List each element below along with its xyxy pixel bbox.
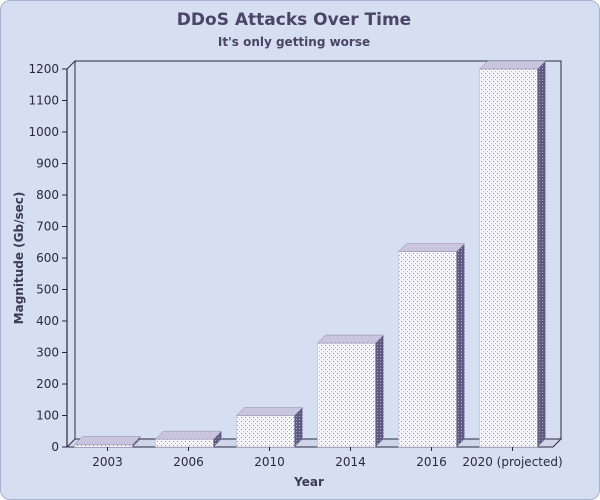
- x-tick-label: 2020 (projected): [462, 455, 562, 469]
- y-axis-depth-line: [66, 60, 76, 70]
- y-tick-label: 1100: [28, 94, 59, 108]
- x-tick-label: 2014: [335, 455, 366, 469]
- bar-top: [397, 243, 466, 252]
- bar-side: [294, 407, 303, 447]
- y-tick-label: 100: [36, 409, 59, 423]
- y-tick-label: 200: [36, 377, 59, 391]
- y-axis-label: Magnitude (Gb/sec): [12, 192, 26, 325]
- bar-front: [74, 444, 133, 448]
- bar-side: [456, 243, 465, 447]
- x-tick-label: 2003: [92, 455, 123, 469]
- bar-top: [316, 334, 385, 344]
- chart-title: DDoS Attacks Over Time: [177, 10, 411, 30]
- y-tick-label: 800: [36, 188, 59, 202]
- x-axis-label: Year: [293, 475, 324, 489]
- bar-top: [154, 430, 223, 440]
- x-tick-label: 2006: [173, 455, 204, 469]
- bar-top: [73, 436, 142, 445]
- y-tick-label: 500: [36, 283, 59, 297]
- y-tick-label: 1200: [28, 62, 59, 76]
- bar-side: [375, 335, 384, 447]
- y-tick-label: 0: [51, 440, 59, 454]
- bar-front: [398, 251, 457, 448]
- bar-front: [236, 415, 295, 448]
- bar-top: [235, 407, 304, 416]
- y-tick-label: 900: [36, 157, 59, 171]
- y-tick-label: 300: [36, 346, 59, 360]
- chart-subtitle: It's only getting worse: [218, 35, 370, 49]
- bar-front: [479, 68, 538, 448]
- y-tick-label: 700: [36, 220, 59, 234]
- y-tick-label: 400: [36, 314, 59, 328]
- bar-side: [213, 431, 222, 447]
- plot-area: 0 100 200 300 400 500 600 700 800 900 1000 1100 1200…: [28, 60, 563, 469]
- x-tick-label: 2016: [416, 455, 447, 469]
- bar-front: [155, 438, 214, 448]
- bar-top: [478, 60, 547, 70]
- y-tick-label: 1000: [28, 125, 59, 139]
- bar-side: [132, 436, 141, 447]
- x-tick-label: 2010: [254, 455, 285, 469]
- bar-side: [537, 61, 546, 447]
- y-tick-label: 600: [36, 251, 59, 265]
- bar-front: [317, 342, 376, 448]
